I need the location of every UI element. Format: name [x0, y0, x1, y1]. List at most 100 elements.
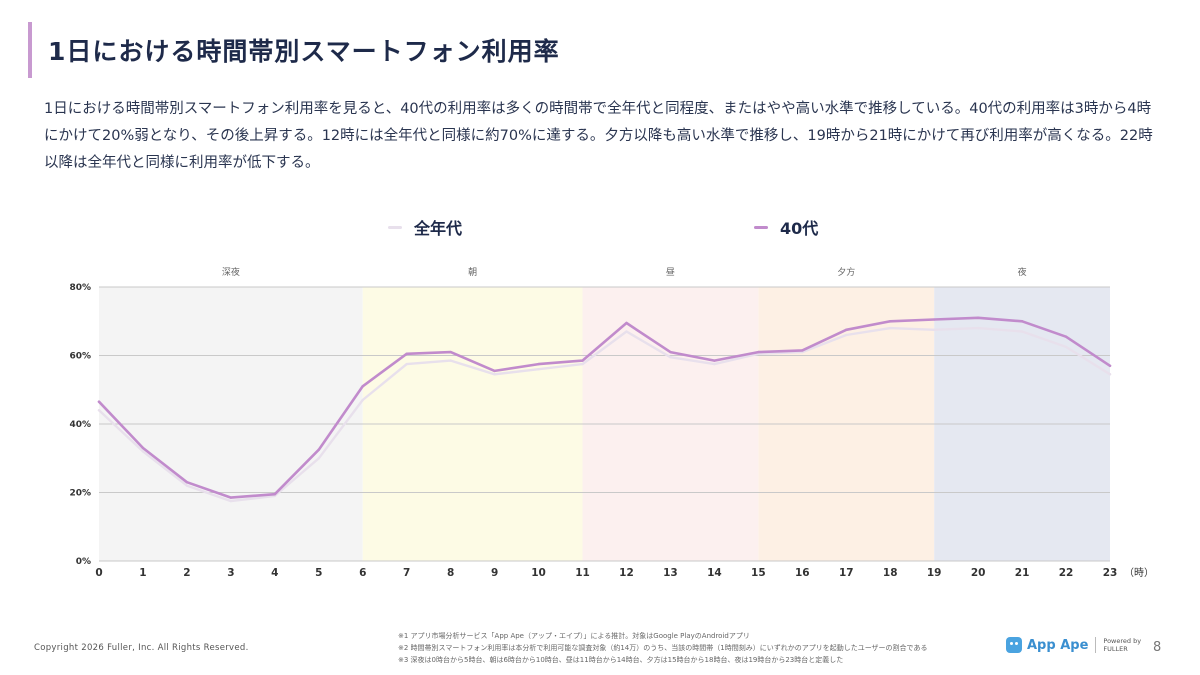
y-tick-label-4: 80% — [69, 283, 91, 293]
series-0-point-1 — [141, 450, 145, 453]
x-tick-label-17: 17 — [839, 567, 854, 579]
x-tick-label-12: 12 — [619, 567, 634, 579]
series-0-point-13 — [669, 356, 672, 359]
x-tick-label-7: 7 — [403, 567, 410, 579]
series-1-point-4 — [273, 493, 277, 496]
series-0-point-14 — [713, 362, 716, 366]
series-0-point-10 — [537, 368, 540, 371]
legend-swatch-all-ages — [388, 225, 402, 229]
x-tick-label-15: 15 — [751, 567, 766, 579]
app-ape-logo: App Ape Powered by FULLER — [1006, 637, 1141, 653]
series-0-point-5 — [317, 457, 320, 460]
series-1-point-21 — [1020, 320, 1024, 323]
footnote-3: ※3 深夜は0時台から5時台、朝は6時台から10時台、昼は11時台から14時台、… — [398, 656, 844, 664]
band-label-3: 夕方 — [837, 266, 855, 278]
x-tick-label-1: 1 — [139, 567, 146, 579]
x-tick-label-21: 21 — [1015, 567, 1030, 579]
page-number: 8 — [1153, 640, 1162, 655]
series-0-point-8 — [449, 359, 452, 362]
series-line-1 — [97, 316, 1112, 499]
series-0-point-0 — [97, 409, 101, 412]
legend-item-all-ages: 全年代 — [388, 215, 462, 239]
band-label-1: 朝 — [468, 267, 477, 278]
legend-swatch-40s — [754, 225, 768, 229]
legend-item-40s: 40代 — [754, 215, 818, 239]
logo-powered-text: Powered by — [1103, 637, 1142, 645]
series-1-point-8 — [449, 350, 452, 354]
series-1-point-14 — [713, 359, 716, 362]
copyright-text: Copyright 2026 Fuller, Inc. All Rights R… — [34, 643, 249, 653]
x-tick-label-14: 14 — [707, 567, 722, 579]
series-0-point-9 — [493, 373, 496, 376]
series-0-point-2 — [185, 484, 189, 487]
x-tick-label-16: 16 — [795, 567, 810, 579]
series-1-point-22 — [1064, 335, 1068, 338]
series-1-point-20 — [976, 316, 980, 320]
x-tick-label-11: 11 — [575, 567, 590, 579]
description-text: 1日における時間帯別スマートフォン利用率を見ると、40代の利用率は多くの時間帯で… — [44, 101, 1153, 171]
series-1-point-16 — [801, 349, 804, 352]
y-tick-label-2: 40% — [69, 420, 91, 430]
y-tick-label-1: 20% — [69, 489, 91, 499]
x-tick-label-5: 5 — [315, 567, 322, 579]
band-label-4: 夜 — [1018, 266, 1027, 278]
x-tick-label-0: 0 — [95, 567, 102, 579]
series-1-point-2 — [185, 481, 189, 484]
series-1-point-3 — [229, 496, 233, 499]
series-1-point-7 — [405, 352, 408, 355]
fuller-logo: Powered by FULLER — [1103, 637, 1141, 653]
series-1-point-10 — [537, 362, 540, 366]
series-0-point-11 — [581, 362, 584, 366]
logo-divider — [1095, 637, 1097, 653]
series-1-point-19 — [932, 318, 936, 321]
band-label-2: 昼 — [666, 267, 675, 278]
series-0-point-20 — [976, 326, 980, 330]
series-1-point-9 — [493, 369, 496, 373]
series-1-point-17 — [845, 328, 848, 332]
x-tick-label-6: 6 — [359, 567, 366, 579]
series-0-point-22 — [1064, 345, 1068, 349]
x-tick-label-13: 13 — [663, 567, 678, 579]
series-1-point-18 — [889, 320, 892, 323]
series-1-point-12 — [625, 321, 628, 325]
series-0-point-6 — [361, 398, 364, 402]
x-tick-label-3: 3 — [227, 567, 234, 579]
footnotes: ※1 アプリ市場分析サービス「App Ape（アップ・エイプ）」による推計。対象… — [398, 630, 927, 666]
series-1-point-15 — [757, 350, 760, 354]
app-ape-logo-icon — [1006, 637, 1022, 653]
series-1-point-11 — [581, 359, 584, 362]
series-1-point-1 — [141, 446, 145, 450]
y-tick-label-0: 0% — [76, 557, 91, 567]
x-tick-label-18: 18 — [883, 567, 898, 579]
x-tick-label-9: 9 — [491, 567, 498, 579]
series-0-point-17 — [845, 333, 848, 337]
y-tick-label-3: 60% — [69, 352, 91, 362]
legend-label-40s: 40代 — [780, 219, 819, 238]
series-0-point-12 — [625, 330, 628, 333]
x-tick-label-2: 2 — [183, 567, 190, 579]
footnote-2: ※2 時間帯別スマートフォン利用率は本分析で利用可能な調査対象（約14万）のうち… — [398, 644, 928, 652]
x-tick-label-20: 20 — [971, 567, 986, 579]
logo-company-text: FULLER — [1103, 645, 1128, 653]
title-accent-bar — [28, 22, 32, 78]
x-tick-label-19: 19 — [927, 567, 942, 579]
series-1-point-6 — [361, 385, 364, 388]
series-0-point-21 — [1020, 330, 1024, 333]
band-label-0: 深夜 — [222, 266, 240, 278]
series-1-point-23 — [1108, 364, 1112, 367]
page-title: 1日における時間帯別スマートフォン利用率 — [48, 37, 560, 66]
series-0-point-3 — [229, 499, 233, 503]
series-1-point-13 — [669, 350, 672, 354]
line-chart: 深夜朝昼夕方 夜0%20%40%60%80%0 1 2 3 4 5 6 7 8 9 10 11 12 13 1… — [69, 266, 1154, 579]
x-tick-label-22: 22 — [1059, 567, 1074, 579]
logo-text: App Ape — [1027, 637, 1089, 653]
series-1-point-5 — [317, 448, 320, 451]
footnote-1: ※1 アプリ市場分析サービス「App Ape（アップ・エイプ）」による推計。対象… — [398, 632, 750, 640]
series-0-point-18 — [889, 326, 892, 330]
legend-label-all-ages: 全年代 — [414, 219, 463, 238]
series-0-point-19 — [932, 328, 936, 332]
x-tick-label-8: 8 — [447, 567, 454, 579]
x-tick-label-23: 23 — [1103, 567, 1118, 579]
x-axis-unit-label: （時） — [1124, 567, 1154, 579]
series-1-point-0 — [97, 400, 101, 403]
